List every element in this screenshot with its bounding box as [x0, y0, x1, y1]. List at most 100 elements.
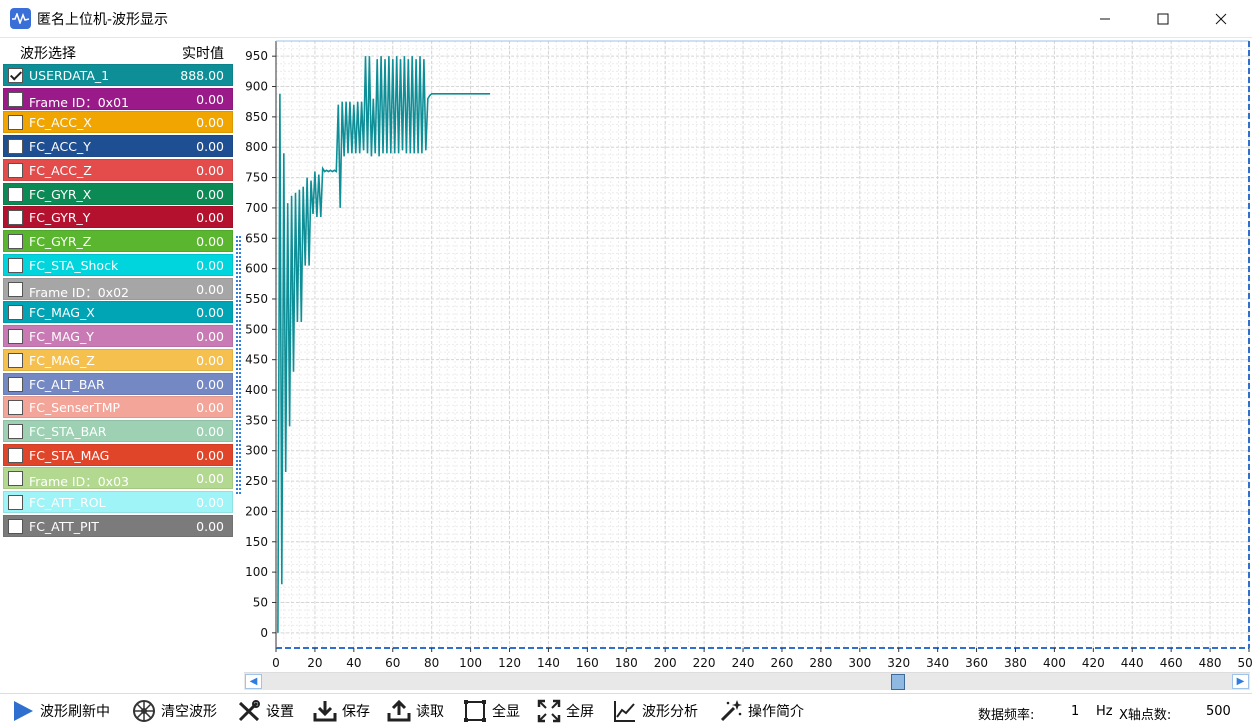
- waveform-value: 0.00: [196, 518, 224, 534]
- waveform-row[interactable]: Frame ID：0x02 0.00: [3, 277, 233, 300]
- waveform-chart[interactable]: 0 50 100 150 200 250 300 350 400 450 500 550 600 650 7…: [243, 39, 1252, 691]
- settings-button[interactable]: 设置: [236, 698, 294, 724]
- close-button[interactable]: [1192, 0, 1250, 38]
- load-button[interactable]: 读取: [386, 698, 444, 724]
- help-label: 操作简介: [748, 704, 804, 720]
- waveform-row[interactable]: FC_ACC_X 0.00: [3, 111, 233, 134]
- minimize-button[interactable]: [1076, 0, 1134, 38]
- x-tick-label: 440: [1121, 656, 1144, 670]
- y-tick-label: 700: [245, 201, 268, 215]
- play-icon: [10, 698, 36, 724]
- waveform-name: FC_ALT_BAR: [29, 376, 105, 392]
- waveform-name: Frame ID：0x02: [29, 284, 129, 300]
- waveform-row[interactable]: FC_MAG_Z 0.00: [3, 348, 233, 371]
- waveform-checkbox[interactable]: [8, 518, 23, 534]
- waveform-row[interactable]: FC_SenserTMP 0.00: [3, 396, 233, 419]
- x-tick-label: 320: [887, 656, 910, 670]
- y-tick-label: 400: [245, 383, 268, 397]
- fullscreen-button[interactable]: 全屏: [536, 698, 594, 724]
- plot-background: [276, 41, 1249, 648]
- waveform-row[interactable]: USERDATA_1 888.00: [3, 64, 233, 86]
- waveform-value: 0.00: [196, 424, 224, 440]
- series-line-userdata_1: [277, 56, 491, 633]
- y-tick-label: 50: [253, 595, 268, 609]
- waveform-checkbox[interactable]: [8, 139, 23, 155]
- show-all-button[interactable]: 全显: [462, 698, 520, 724]
- line-chart-icon: [612, 698, 638, 724]
- waveform-name: FC_ACC_Y: [29, 139, 91, 155]
- waveform-row[interactable]: FC_STA_MAG 0.00: [3, 443, 233, 466]
- y-tick-label: 450: [245, 353, 268, 367]
- analysis-label: 波形分析: [642, 704, 698, 720]
- panel-splitter[interactable]: [236, 236, 241, 494]
- waveform-name: USERDATA_1: [29, 68, 110, 83]
- waveform-row[interactable]: FC_GYR_Z 0.00: [3, 230, 233, 253]
- help-button[interactable]: 操作简介: [718, 698, 804, 724]
- scroll-thumb[interactable]: [891, 674, 905, 690]
- waveform-checkbox[interactable]: [8, 186, 23, 202]
- waveform-checkbox[interactable]: [8, 447, 23, 463]
- load-label: 读取: [416, 704, 444, 720]
- refresh-label: 波形刷新中: [40, 704, 110, 720]
- waveform-row[interactable]: FC_GYR_X 0.00: [3, 182, 233, 205]
- waveform-row[interactable]: FC_ATT_ROL 0.00: [3, 491, 233, 514]
- waveform-checkbox[interactable]: [8, 424, 23, 440]
- waveform-checkbox[interactable]: [8, 400, 23, 416]
- waveform-row[interactable]: FC_MAG_Y 0.00: [3, 325, 233, 348]
- waveform-checkbox[interactable]: [8, 115, 23, 131]
- chart-scrollbar[interactable]: ◀ ▶: [244, 672, 1250, 690]
- scroll-left-arrow-icon[interactable]: ◀: [245, 674, 262, 689]
- y-tick-label: 0: [260, 626, 268, 640]
- expand-icon: [536, 698, 562, 724]
- x-tick-label: 180: [615, 656, 638, 670]
- waveform-checkbox[interactable]: [8, 162, 23, 178]
- waveform-row[interactable]: FC_ACC_Z 0.00: [3, 158, 233, 181]
- waveform-checkbox[interactable]: [8, 257, 23, 273]
- waveform-checkbox[interactable]: [8, 234, 23, 250]
- waveform-row[interactable]: FC_GYR_Y 0.00: [3, 206, 233, 229]
- analysis-button[interactable]: 波形分析: [612, 698, 698, 724]
- waveform-name: FC_GYR_X: [29, 186, 92, 202]
- waveform-row[interactable]: FC_STA_BAR 0.00: [3, 420, 233, 443]
- scroll-right-arrow-icon[interactable]: ▶: [1232, 674, 1249, 689]
- waveform-checkbox[interactable]: [8, 471, 23, 487]
- waveform-value: 0.00: [196, 257, 224, 273]
- x-tick-label: 160: [576, 656, 599, 670]
- waveform-checkbox[interactable]: [8, 210, 23, 226]
- x-tick-label: 40: [346, 656, 361, 670]
- maximize-button[interactable]: [1134, 0, 1192, 38]
- waveform-checkbox[interactable]: [8, 305, 23, 321]
- waveform-row[interactable]: Frame ID：0x03 0.00: [3, 467, 233, 490]
- waveform-row[interactable]: FC_ALT_BAR 0.00: [3, 372, 233, 395]
- waveform-value: 0.00: [196, 352, 224, 368]
- header-realtime-value: 实时值: [182, 46, 224, 62]
- waveform-checkbox[interactable]: [8, 91, 23, 107]
- waveform-row[interactable]: FC_MAG_X 0.00: [3, 301, 233, 324]
- waveform-row[interactable]: FC_ATT_PIT 0.00: [3, 514, 233, 537]
- waveform-name: FC_MAG_Z: [29, 352, 95, 368]
- waveform-row[interactable]: FC_STA_Shock 0.00: [3, 253, 233, 276]
- waveform-checkbox[interactable]: [8, 376, 23, 392]
- waveform-row[interactable]: FC_ACC_Y 0.00: [3, 135, 233, 158]
- clear-button[interactable]: 清空波形: [131, 698, 217, 724]
- xpoints-label: X轴点数:: [1119, 708, 1172, 723]
- y-tick-label: 900: [245, 80, 268, 94]
- y-tick-label: 100: [245, 565, 268, 579]
- save-button[interactable]: 保存: [312, 698, 370, 724]
- freq-value: 1: [1071, 704, 1080, 719]
- y-tick-label: 200: [245, 504, 268, 518]
- waveform-name: FC_STA_BAR: [29, 424, 107, 440]
- waveform-checkbox[interactable]: [8, 329, 23, 345]
- waveform-checkbox[interactable]: [8, 352, 23, 368]
- refresh-button[interactable]: 波形刷新中: [10, 698, 110, 724]
- x-tick-label: 260: [771, 656, 794, 670]
- waveform-row[interactable]: Frame ID：0x01 0.00: [3, 87, 233, 110]
- x-tick-label: 120: [498, 656, 521, 670]
- waveform-value: 0.00: [196, 329, 224, 345]
- waveform-value: 0.00: [196, 234, 224, 250]
- waveform-checkbox[interactable]: [8, 281, 23, 297]
- waveform-checkbox[interactable]: [8, 495, 23, 511]
- waveform-value: 0.00: [196, 376, 224, 392]
- x-tick-label: 0: [272, 656, 280, 670]
- waveform-checkbox[interactable]: [8, 68, 23, 83]
